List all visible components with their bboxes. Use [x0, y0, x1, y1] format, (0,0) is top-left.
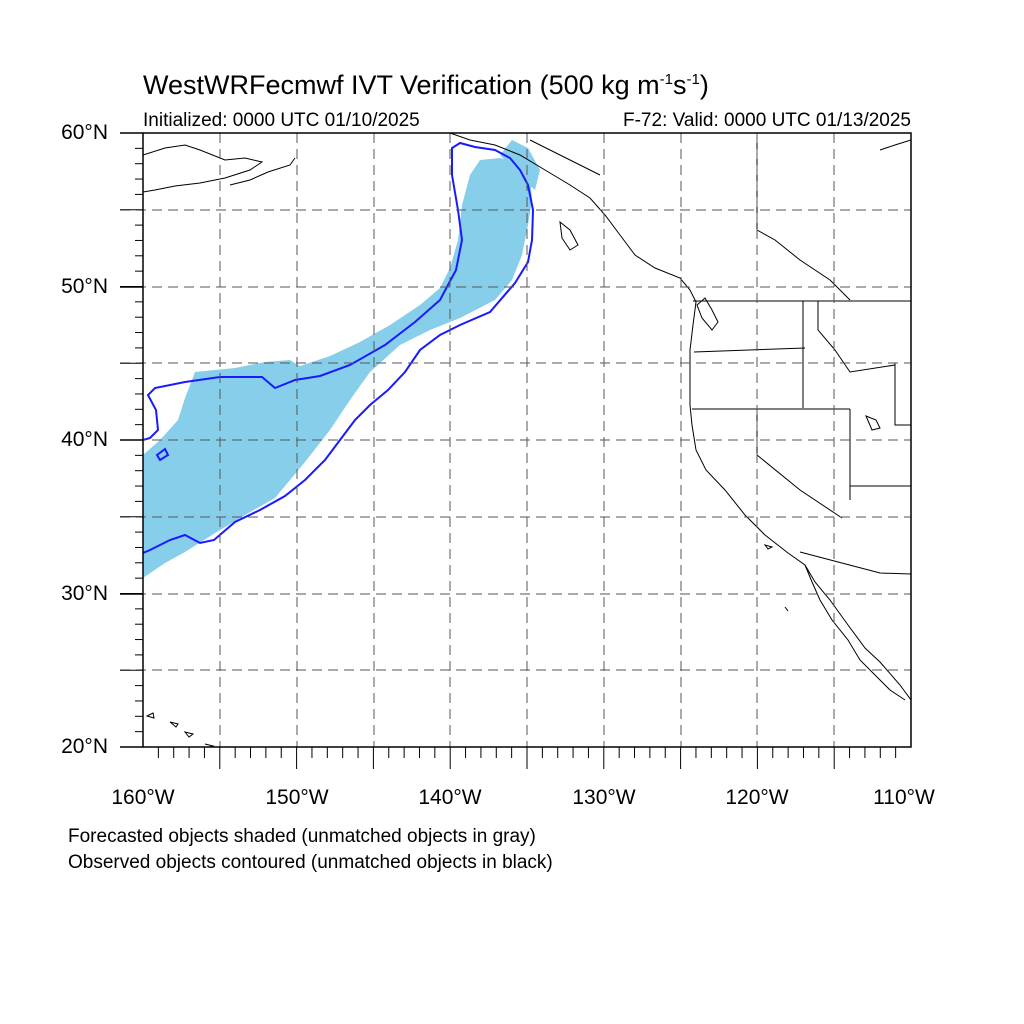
guadalupe-island — [784, 606, 789, 612]
hawaii-island-oahu — [169, 721, 179, 728]
forecast-object-layer — [143, 140, 540, 578]
map-title-text: WestWRFecmwf IVT Verification (500 kg m — [143, 70, 660, 100]
bc-alberta-border — [756, 133, 851, 301]
observed-ivt-contour — [143, 141, 535, 554]
california-nevada-border — [756, 409, 843, 519]
forecast-ivt-object-north — [500, 140, 540, 190]
lat-label-40n: 40°N — [61, 428, 108, 451]
lon-label-140w: 140°W — [418, 786, 482, 809]
map-title-exponent-1: -1 — [659, 71, 673, 88]
lon-label-130w: 130°W — [572, 786, 636, 809]
vancouver-island — [696, 297, 719, 331]
map-title-unit-s: s — [672, 70, 687, 100]
wyoming-border — [894, 363, 911, 426]
lat-label-60n: 60°N — [61, 121, 108, 144]
observed-object-layer — [143, 141, 535, 554]
mexico-us-border — [799, 551, 911, 575]
baja-coastline — [804, 564, 906, 701]
legend-observed-note: Observed objects contoured (unmatched ob… — [68, 852, 553, 873]
lat-label-20n: 20°N — [61, 735, 108, 758]
hawaii-island-maui — [183, 731, 195, 738]
gridline-layer — [120, 133, 911, 747]
forecast-ivt-object — [143, 158, 532, 578]
oregon-washington-border — [693, 347, 806, 353]
lat-label-50n: 50°N — [61, 275, 108, 298]
map-title: WestWRFecmwf IVT Verification (500 kg m-… — [143, 70, 709, 101]
alaska-coast-west — [143, 144, 264, 193]
yukon-bc-border — [529, 139, 601, 176]
observed-ivt-contour-small — [155, 447, 170, 462]
lon-label-150w: 150°W — [265, 786, 329, 809]
legend-forecast-note: Forecasted objects shaded (unmatched obj… — [68, 826, 536, 847]
initialized-time-label: Initialized: 0000 UTC 01/10/2025 — [143, 110, 420, 131]
lon-label-120w: 120°W — [725, 786, 789, 809]
lat-label-30n: 30°N — [61, 582, 108, 605]
tick-mark-layer — [120, 147, 897, 769]
great-salt-lake — [865, 415, 881, 431]
idaho-montana-border — [817, 301, 896, 373]
canadian-arctic-coast — [879, 139, 911, 151]
alaska-coast-gulf — [229, 157, 296, 186]
lon-label-160w: 160°W — [111, 786, 175, 809]
map-title-close: ) — [699, 70, 709, 100]
map-title-exponent-2: -1 — [686, 71, 700, 88]
lon-label-110w: 110°W — [873, 786, 935, 809]
channel-island-1 — [763, 544, 774, 550]
queen-charlotte-islands — [559, 220, 579, 251]
hawaii-island-niihau — [145, 712, 155, 719]
valid-time-label: F-72: Valid: 0000 UTC 01/13/2025 — [623, 110, 911, 131]
